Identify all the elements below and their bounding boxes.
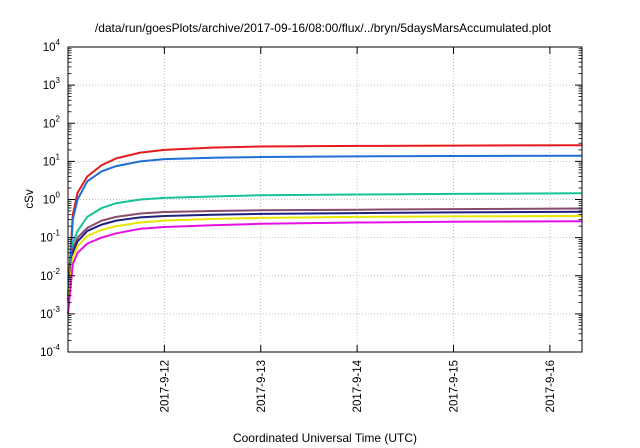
x-tick-label: 2017-9-12 — [159, 360, 171, 412]
x-tick-label: 2017-9-14 — [352, 359, 364, 412]
y-tick-exponent: 3 — [56, 76, 61, 85]
y-tick-exponent: -3 — [53, 305, 61, 314]
y-tick-label: 101 — [43, 152, 61, 168]
y-tick-base: 10 — [43, 195, 56, 207]
series-line — [67, 210, 582, 303]
y-tick-base: 10 — [40, 347, 53, 359]
y-tick-exponent: -4 — [53, 343, 61, 352]
x-tick-label: 2017-9-16 — [545, 360, 557, 412]
y-tick-label: 104 — [43, 38, 61, 54]
y-tick-label: 10-2 — [40, 267, 60, 283]
y-tick-base: 10 — [40, 271, 53, 283]
x-tick-label: 2017-9-13 — [256, 360, 268, 412]
y-tick-base: 10 — [43, 80, 56, 92]
y-tick-exponent: 1 — [56, 152, 61, 161]
y-tick-exponent: 0 — [56, 191, 61, 200]
y-tick-exponent: -1 — [53, 229, 61, 238]
y-tick-label: 103 — [43, 76, 61, 92]
y-tick-base: 10 — [43, 118, 56, 130]
y-tick-label: 10-1 — [40, 229, 60, 245]
y-axis-label: cSv — [24, 189, 36, 208]
x-tick-label: 2017-9-15 — [449, 360, 461, 412]
series-line — [67, 220, 582, 314]
y-tick-base: 10 — [43, 156, 56, 168]
series-line — [67, 154, 582, 303]
series-layer — [67, 144, 582, 314]
series-line — [67, 144, 582, 296]
y-tick-base: 10 — [40, 309, 53, 321]
y-tick-base: 10 — [43, 42, 56, 54]
chart-title: /data/run/goesPlots/archive/2017-09-16/0… — [95, 21, 552, 35]
y-tick-exponent: -2 — [53, 267, 61, 276]
series-line — [67, 207, 582, 303]
y-tick-exponent: 2 — [56, 114, 61, 123]
y-tick-base: 10 — [40, 233, 53, 245]
y-tick-label: 100 — [43, 191, 61, 207]
y-tick-exponent: 4 — [56, 38, 61, 47]
series-line — [67, 215, 582, 303]
y-tick-label: 10-4 — [40, 343, 60, 359]
y-tick-label: 10-3 — [40, 305, 60, 321]
x-axis: 2017-9-12 2017-9-13 2017-9-14 2017-9-15 2017… — [159, 47, 557, 412]
x-axis-label: Coordinated Universal Time (UTC) — [233, 431, 417, 445]
y-tick-label: 102 — [43, 114, 61, 130]
series-line — [67, 192, 582, 303]
